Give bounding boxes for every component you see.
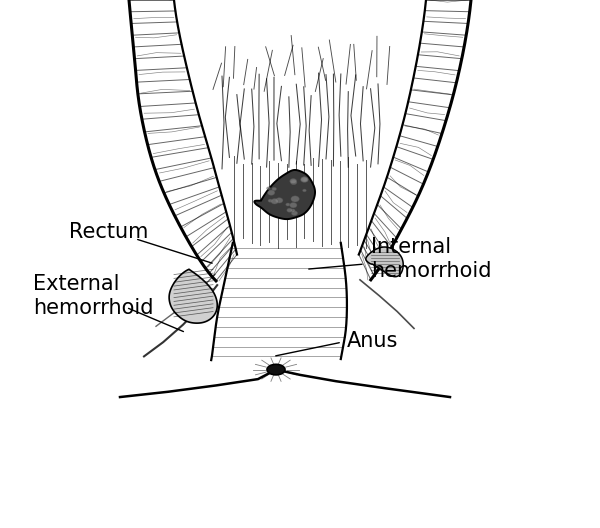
Ellipse shape	[290, 203, 297, 208]
Polygon shape	[366, 247, 403, 277]
Ellipse shape	[301, 177, 308, 182]
Text: Internal
hemorrhoid: Internal hemorrhoid	[371, 237, 491, 281]
Ellipse shape	[303, 178, 308, 182]
Ellipse shape	[301, 177, 308, 182]
Ellipse shape	[286, 203, 290, 206]
Polygon shape	[169, 269, 217, 323]
Ellipse shape	[290, 209, 295, 212]
Ellipse shape	[291, 196, 299, 202]
Text: Rectum: Rectum	[69, 222, 148, 242]
Ellipse shape	[290, 180, 297, 185]
Ellipse shape	[267, 187, 271, 190]
Ellipse shape	[290, 178, 296, 184]
Text: External
hemorrhoid: External hemorrhoid	[33, 274, 154, 318]
Ellipse shape	[292, 211, 298, 215]
Ellipse shape	[275, 197, 283, 203]
Ellipse shape	[272, 187, 277, 191]
Text: Anus: Anus	[347, 331, 398, 351]
Ellipse shape	[271, 199, 278, 204]
Ellipse shape	[287, 208, 292, 212]
Ellipse shape	[267, 364, 285, 375]
Ellipse shape	[268, 190, 275, 195]
Polygon shape	[254, 170, 315, 219]
Ellipse shape	[268, 199, 272, 202]
Ellipse shape	[302, 189, 306, 192]
